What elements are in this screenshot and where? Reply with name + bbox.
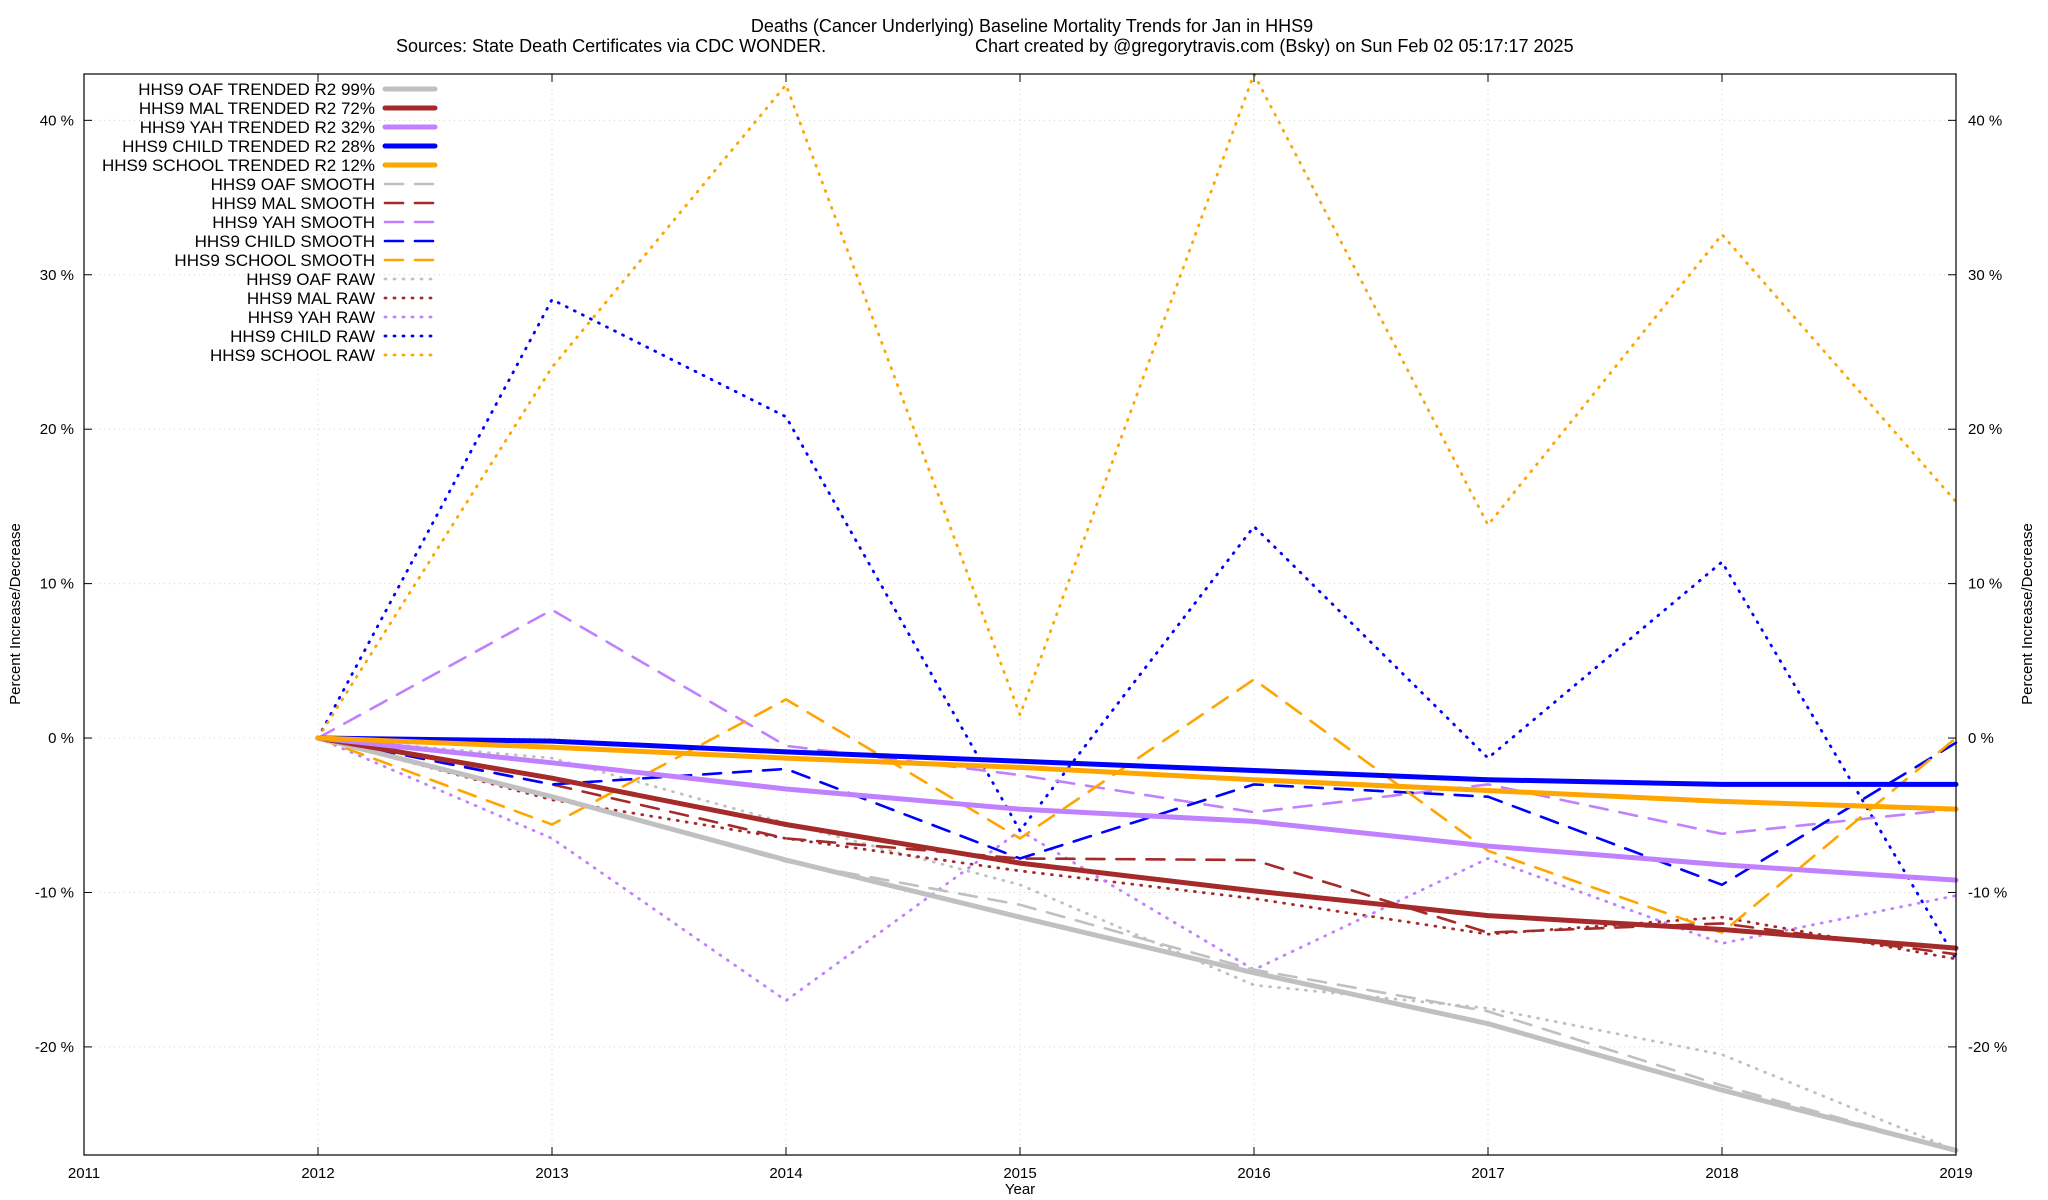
series-line-hhs9-school-raw (316, 72, 1958, 740)
y-tick-label-left: 20 % (40, 421, 74, 438)
chart-title: Deaths (Cancer Underlying) Baseline Mort… (751, 16, 1313, 36)
legend-label: HHS9 SCHOOL TRENDED R2 12% (102, 156, 375, 175)
legend-label: HHS9 OAF RAW (246, 270, 375, 289)
legend-label: HHS9 MAL SMOOTH (211, 194, 375, 213)
y-tick-label-left: 30 % (40, 267, 74, 284)
y-tick-label-right: -20 % (1968, 1039, 2007, 1056)
series-layer (315, 72, 1959, 1153)
series-line-hhs9-school-trended-r2-12 (315, 735, 1959, 812)
y-tick-label-right: 10 % (1968, 576, 2002, 593)
x-tick-label: 2011 (68, 1165, 100, 1182)
legend-label: HHS9 MAL TRENDED R2 72% (139, 99, 375, 118)
legend-label: HHS9 OAF TRENDED R2 99% (138, 80, 375, 99)
legend-label: HHS9 YAH SMOOTH (212, 213, 375, 232)
legend-label: HHS9 OAF SMOOTH (211, 175, 375, 194)
series-line-hhs9-child-smooth (316, 736, 1958, 887)
x-tick-label: 2014 (769, 1165, 802, 1182)
series-line-hhs9-oaf-raw (316, 736, 1958, 1152)
y-tick-label-right: -10 % (1968, 884, 2007, 901)
y-tick-label-left: 40 % (40, 112, 74, 129)
series-line-hhs9-oaf-trended-r2-99 (315, 735, 1959, 1153)
y-tick-label-left: 0 % (48, 730, 74, 747)
legend-label: HHS9 SCHOOL RAW (210, 346, 375, 365)
x-tick-label: 2016 (1237, 1165, 1270, 1182)
series-line-hhs9-yah-trended-r2-32 (315, 735, 1959, 883)
y-axis-label-left: Percent Increase/Decrease (7, 523, 24, 705)
x-tick-label: 2013 (535, 1165, 568, 1182)
series-line-hhs9-yah-smooth (316, 608, 1958, 836)
series-line-hhs9-mal-trended-r2-72 (315, 735, 1959, 951)
y-tick-label-right: 0 % (1968, 730, 1994, 747)
legend-label: HHS9 CHILD TRENDED R2 28% (122, 137, 375, 156)
x-axis-label: Year (1005, 1181, 1035, 1198)
chart-subtitle-right: Chart created by @gregorytravis.com (Bsk… (975, 36, 1574, 56)
legend-label: HHS9 SCHOOL SMOOTH (174, 251, 375, 270)
x-tick-label: 2012 (301, 1165, 334, 1182)
x-tick-label: 2018 (1705, 1165, 1738, 1182)
y-tick-label-left: -20 % (35, 1039, 74, 1056)
series-line-hhs9-child-raw (316, 298, 1958, 961)
legend-label: HHS9 CHILD SMOOTH (195, 232, 375, 251)
y-axis-label-right: Percent Increase/Decrease (2019, 523, 2036, 705)
y-tick-label-right: 30 % (1968, 267, 2002, 284)
series-line-hhs9-school-smooth (316, 678, 1958, 934)
series-line-hhs9-child-trended-r2-28 (315, 735, 1959, 787)
x-tick-label: 2017 (1471, 1165, 1504, 1182)
y-tick-label-right: 40 % (1968, 112, 2002, 129)
legend-label: HHS9 YAH TRENDED R2 32% (140, 118, 375, 137)
legend-label: HHS9 CHILD RAW (230, 327, 375, 346)
y-tick-label-left: -10 % (35, 884, 74, 901)
axis-ticks: 2011 2012 2013 2014 2015 2016 2017 2018 2019 -20 … (35, 74, 2007, 1182)
y-tick-label-right: 20 % (1968, 421, 2002, 438)
chart-subtitle-left: Sources: State Death Certificates via CD… (396, 36, 826, 56)
x-tick-label: 2019 (1939, 1165, 1972, 1182)
legend: HHS9 OAF TRENDED R2 99%HHS9 MAL TRENDED … (102, 80, 438, 365)
y-tick-label-left: 10 % (40, 576, 74, 593)
x-tick-label: 2015 (1003, 1165, 1036, 1182)
legend-label: HHS9 YAH RAW (248, 308, 375, 327)
legend-label: HHS9 MAL RAW (247, 289, 375, 308)
